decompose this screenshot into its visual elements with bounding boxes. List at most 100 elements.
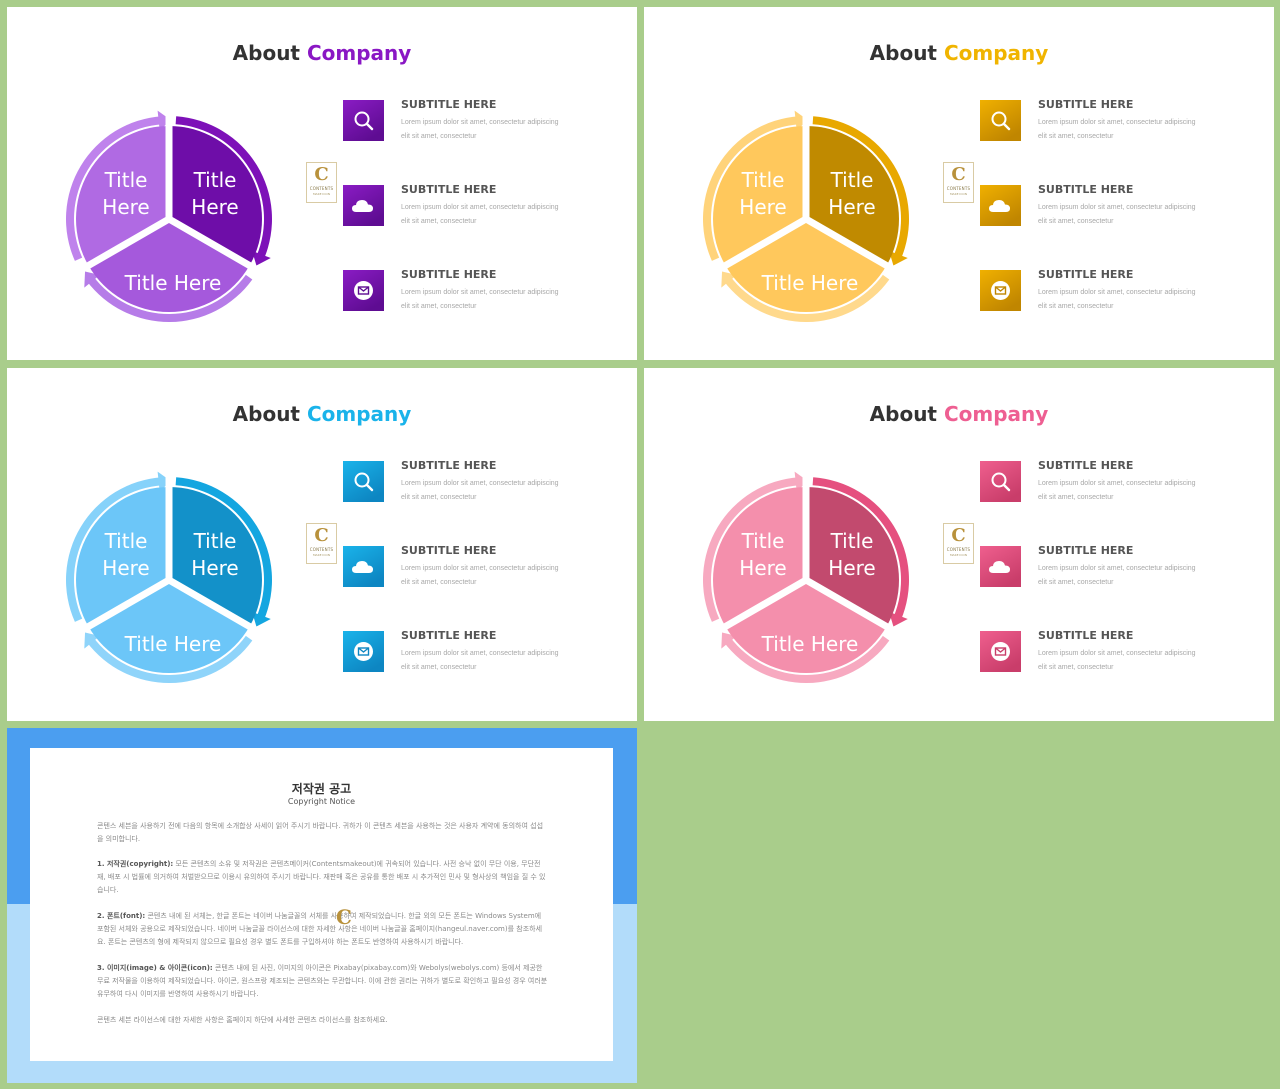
info-item-search: SUBTITLE HERE Lorem ipsum dolor sit amet… xyxy=(980,459,1240,507)
logo-line2: MAKE ICON xyxy=(312,192,331,196)
slide-pink: About Company Title Here Title Here Title He… xyxy=(644,368,1274,721)
search-icon xyxy=(343,100,384,141)
contents-logo: C xyxy=(330,905,358,935)
arrow-ring-right xyxy=(812,116,909,260)
notice-paragraph-font: 2. 폰트(font): 콘텐츠 내에 된 서체는, 한글 폰트는 네이버 나눔… xyxy=(97,912,543,946)
item-subtitle: SUBTITLE HERE xyxy=(401,629,497,642)
item-description: Lorem ipsum dolor sit amet, consectetur … xyxy=(1038,119,1196,140)
segment-separator xyxy=(76,576,171,636)
notice-card: 저작권 공고 Copyright Notice 콘텐스 세븐을 사용하기 전에 … xyxy=(30,748,613,1061)
arrow-head-right xyxy=(252,250,271,266)
logo-line2: MAKE ICON xyxy=(949,192,968,196)
info-item-search: SUBTITLE HERE Lorem ipsum dolor sit amet… xyxy=(343,98,603,146)
mail-icon xyxy=(980,270,1021,311)
slide-title: About Company xyxy=(644,41,1274,65)
cloud-icon xyxy=(980,185,1021,226)
arrow-head-right xyxy=(889,250,908,266)
notice-title: 저작권 공고 xyxy=(291,782,352,796)
cloud-icon xyxy=(980,546,1021,587)
pie-diagram: Title Here Title Here Title Here xyxy=(65,471,272,683)
item-description: Lorem ipsum dolor sit amet, consectetur … xyxy=(1038,650,1196,671)
arrow-head-right xyxy=(252,611,271,627)
segment-separator xyxy=(713,215,808,275)
arrow-ring-left xyxy=(65,116,163,261)
logo-letter: C xyxy=(951,164,966,185)
item-subtitle: SUBTITLE HERE xyxy=(401,459,497,472)
item-subtitle: SUBTITLE HERE xyxy=(1038,98,1134,111)
slide-blue: About Company Title Here Title Here Title He… xyxy=(7,368,637,721)
segment-separator xyxy=(167,215,262,275)
arrow-head-left xyxy=(157,110,171,131)
logo-line1: CONTENTS xyxy=(946,186,971,191)
logo-letter: C xyxy=(314,164,329,185)
info-item-cloud: SUBTITLE HERE Lorem ipsum dolor sit amet… xyxy=(343,544,603,592)
segment-bottom xyxy=(725,580,887,673)
segment-left-label-1: Title xyxy=(741,168,785,192)
item-subtitle: SUBTITLE HERE xyxy=(401,544,497,557)
item-description: Lorem ipsum dolor sit amet, consectetur … xyxy=(401,480,559,501)
arrow-ring-right xyxy=(175,477,272,621)
logo-line1: CONTENTS xyxy=(946,547,971,552)
segment-bottom xyxy=(725,219,887,312)
logo-line1: CONTENTS xyxy=(309,547,334,552)
arrow-ring-bottom xyxy=(86,635,253,683)
cloud-icon xyxy=(343,546,384,587)
logo-letter: C xyxy=(336,905,352,929)
segment-bottom xyxy=(88,219,250,312)
info-item-mail: SUBTITLE HERE Lorem ipsum dolor sit amet… xyxy=(980,268,1240,316)
pie-diagram: Title Here Title Here Title Here xyxy=(65,110,272,322)
arrow-ring-left xyxy=(703,477,800,622)
slide-title: About Company xyxy=(7,41,637,65)
notice-paragraph-copyright: 1. 저작권(copyright): 모든 콘텐츠의 소유 및 저작권은 콘텐츠… xyxy=(97,860,546,894)
logo-letter: C xyxy=(314,525,329,546)
info-item-search: SUBTITLE HERE Lorem ipsum dolor sit amet… xyxy=(980,98,1240,146)
item-subtitle: SUBTITLE HERE xyxy=(1038,268,1134,281)
segment-separator xyxy=(76,215,171,275)
title-about: About xyxy=(232,41,300,65)
contents-logo: C CONTENTS MAKE ICON xyxy=(306,523,337,564)
item-subtitle: SUBTITLE HERE xyxy=(401,268,497,281)
logo-line2: MAKE ICON xyxy=(312,553,331,557)
segment-bottom-label: Title Here xyxy=(124,271,222,295)
title-company: Company xyxy=(943,41,1049,65)
segment-separator xyxy=(804,576,899,636)
segment-right-label-2: Here xyxy=(191,195,238,219)
info-item-mail: SUBTITLE HERE Lorem ipsum dolor sit amet… xyxy=(980,629,1240,677)
info-item-search: SUBTITLE HERE Lorem ipsum dolor sit amet… xyxy=(343,459,603,507)
mail-icon xyxy=(343,270,384,311)
arrow-ring-left xyxy=(65,477,163,622)
segment-right-label-2: Here xyxy=(828,195,875,219)
info-item-cloud: SUBTITLE HERE Lorem ipsum dolor sit amet… xyxy=(343,183,603,231)
item-description: Lorem ipsum dolor sit amet, consectetur … xyxy=(1038,565,1196,586)
arrow-head-left xyxy=(157,471,171,492)
segment-bottom-label: Title Here xyxy=(124,632,222,656)
slide-yellow: About Company Title Here Title Here Title He… xyxy=(644,7,1274,360)
item-subtitle: SUBTITLE HERE xyxy=(401,98,497,111)
slide-copyright-notice: 저작권 공고 Copyright Notice 콘텐스 세븐을 사용하기 전에 … xyxy=(7,728,637,1083)
info-item-mail: SUBTITLE HERE Lorem ipsum dolor sit amet… xyxy=(343,629,603,677)
segment-right-label-2: Here xyxy=(828,556,875,580)
notice-paragraph-image: 3. 이미지(image) & 아이콘(icon): 콘텐츠 내에 된 사진, … xyxy=(97,964,548,998)
slide-title: About Company xyxy=(7,402,637,426)
notice-paragraph: 콘텐스 세븐을 사용하기 전에 다음의 항목에 소개합상 사세이 읽어 주시기 … xyxy=(97,822,544,843)
title-about: About xyxy=(232,402,300,426)
item-description: Lorem ipsum dolor sit amet, consectetur … xyxy=(401,565,559,586)
title-about: About xyxy=(869,402,937,426)
segment-separator xyxy=(713,576,808,636)
segment-right-label-1: Title xyxy=(193,168,237,192)
item-description: Lorem ipsum dolor sit amet, consectetur … xyxy=(401,204,559,225)
segment-left-label-2: Here xyxy=(102,195,149,219)
title-company: Company xyxy=(943,402,1049,426)
item-description: Lorem ipsum dolor sit amet, consectetur … xyxy=(401,119,559,140)
info-item-cloud: SUBTITLE HERE Lorem ipsum dolor sit amet… xyxy=(980,544,1240,592)
logo-line1: CONTENTS xyxy=(309,186,334,191)
search-icon xyxy=(343,461,384,502)
contents-logo: C CONTENTS MAKE ICON xyxy=(943,523,974,564)
title-about: About xyxy=(869,41,937,65)
mail-icon xyxy=(343,631,384,672)
contents-logo: C CONTENTS MAKE ICON xyxy=(306,162,337,203)
title-company: Company xyxy=(306,402,412,426)
arrow-head-left xyxy=(794,110,808,131)
logo-line2: MAKE ICON xyxy=(949,553,968,557)
search-icon xyxy=(980,461,1021,502)
